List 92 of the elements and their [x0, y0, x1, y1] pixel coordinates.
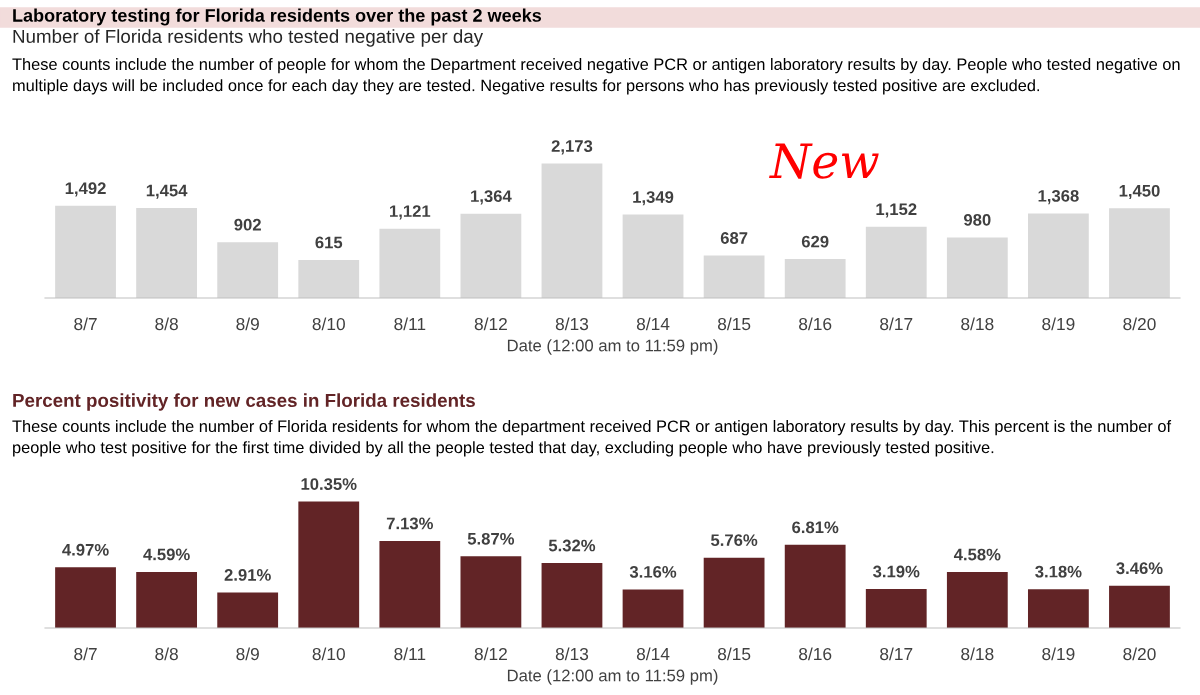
chart-subtitle: Percent positivity for new cases in Florida residents: [13, 393, 475, 411]
x-tick-label: 8/8: [155, 647, 178, 661]
bar: [1027, 213, 1089, 298]
x-tick-label: 8/12: [474, 317, 507, 331]
data-label: 1,121: [390, 205, 431, 220]
x-tick-label: 8/18: [961, 317, 994, 331]
bar: [622, 214, 684, 298]
data-label: 3.16%: [629, 565, 677, 578]
bar: [541, 563, 603, 628]
x-tick-label: 8/14: [636, 317, 670, 331]
x-tick-label: 8/20: [1123, 317, 1156, 331]
x-tick-label: 8/7: [74, 317, 97, 331]
bar: [1027, 589, 1089, 628]
x-tick-label: 8/17: [880, 647, 913, 661]
x-tick-label: 8/8: [155, 317, 178, 331]
x-tick-label: 8/9: [236, 647, 259, 661]
x-tick-label: 8/11: [394, 647, 426, 661]
x-tick-label: 8/16: [799, 647, 832, 661]
bar: [1109, 585, 1170, 628]
x-tick-label: 8/12: [474, 647, 507, 661]
data-label: 1,368: [1038, 189, 1079, 205]
bar: [784, 259, 846, 298]
x-tick-label: 8/15: [717, 317, 751, 331]
bar: [946, 572, 1008, 628]
bar: [703, 255, 765, 298]
data-label: 3.18%: [1035, 565, 1082, 578]
x-tick-label: 8/9: [236, 317, 259, 331]
data-label: 629: [801, 235, 829, 248]
bar: [460, 556, 522, 628]
data-label: 4.58%: [953, 548, 1001, 561]
data-label: 2.91%: [224, 569, 271, 581]
annotation: New: [769, 143, 879, 179]
x-tick-label: 8/7: [74, 647, 97, 661]
chart-subtitle: Number of Florida residents who tested negative per day: [13, 29, 484, 47]
x-tick-label: 8/13: [555, 317, 589, 331]
data-label: 6.81%: [792, 521, 839, 534]
data-label: 1,454: [146, 184, 188, 199]
bar: [217, 242, 279, 298]
data-label: 3.46%: [1116, 562, 1163, 575]
x-tick-label: 8/14: [636, 647, 670, 661]
data-label: 4.97%: [62, 543, 109, 556]
bar: [298, 259, 360, 298]
data-label: 902: [234, 218, 261, 231]
data-label: 7.13%: [386, 517, 434, 530]
x-tick-label: 8/13: [555, 647, 589, 661]
data-label: 1,364: [471, 190, 512, 205]
bar: [136, 208, 198, 298]
bar: [460, 213, 522, 298]
bar: [541, 163, 603, 298]
data-label: 10.35%: [301, 478, 357, 490]
data-label: 615: [315, 236, 343, 249]
text: These counts include the number of people for whom the Department received negative PCR or antigen laboratory results by day. People who tested negative on multiple days will be included once for each day they are tested. Negative results for persons who has previously tested positive are excluded.: [12, 58, 1180, 95]
x-tick-label: 8/20: [1123, 647, 1156, 661]
data-label: 1,492: [65, 182, 106, 197]
bar: [703, 557, 765, 628]
bar: [136, 571, 198, 628]
chart-title: Laboratory testing for Florida residents over the past 2 weeks: [13, 8, 542, 26]
x-tick-label: 8/10: [312, 647, 345, 661]
x-tick-label: 8/19: [1042, 317, 1075, 331]
bar: [217, 592, 279, 628]
bar: [946, 237, 1008, 298]
data-label: 1,450: [1119, 184, 1160, 200]
x-tick-label: 8/10: [312, 317, 345, 331]
bar: [379, 540, 441, 628]
bar: [298, 501, 360, 628]
bar: [1109, 208, 1170, 298]
data-label: 2,173: [551, 140, 593, 155]
x-tick-label: 8/18: [961, 647, 994, 661]
x-tick-label: 8/16: [799, 317, 832, 331]
x-tick-label: 8/11: [394, 317, 426, 331]
bar: [865, 589, 927, 628]
text: These counts include the number of Florida residents for whom the department received PCR or antigen laboratory results by day. This percent is the number of people who test positive for the first time divided by all the people tested that day, excluding people who have previously tested positive.: [12, 420, 1172, 457]
x-axis-title: Date (12:00 am to 11:59 pm): [507, 669, 718, 685]
x-axis-title: Date (12:00 am to 11:59 pm): [507, 339, 718, 355]
data-label: 4.59%: [143, 548, 190, 561]
data-label: 5.87%: [467, 532, 515, 545]
data-label: 1,152: [876, 203, 917, 218]
bar: [55, 205, 116, 298]
data-label: 5.32%: [548, 539, 596, 552]
data-label: 687: [720, 232, 748, 244]
x-tick-label: 8/19: [1042, 647, 1075, 661]
data-label: 3.19%: [873, 565, 920, 578]
data-label: 5.76%: [710, 534, 758, 547]
data-label: 1,349: [633, 191, 674, 206]
x-tick-label: 8/15: [717, 647, 751, 661]
bar: [784, 544, 846, 628]
bar: [622, 589, 684, 628]
bar: [55, 567, 116, 628]
bar: [865, 226, 927, 298]
x-tick-label: 8/17: [880, 317, 913, 331]
data-label: 980: [964, 213, 991, 226]
bar: [379, 228, 441, 298]
